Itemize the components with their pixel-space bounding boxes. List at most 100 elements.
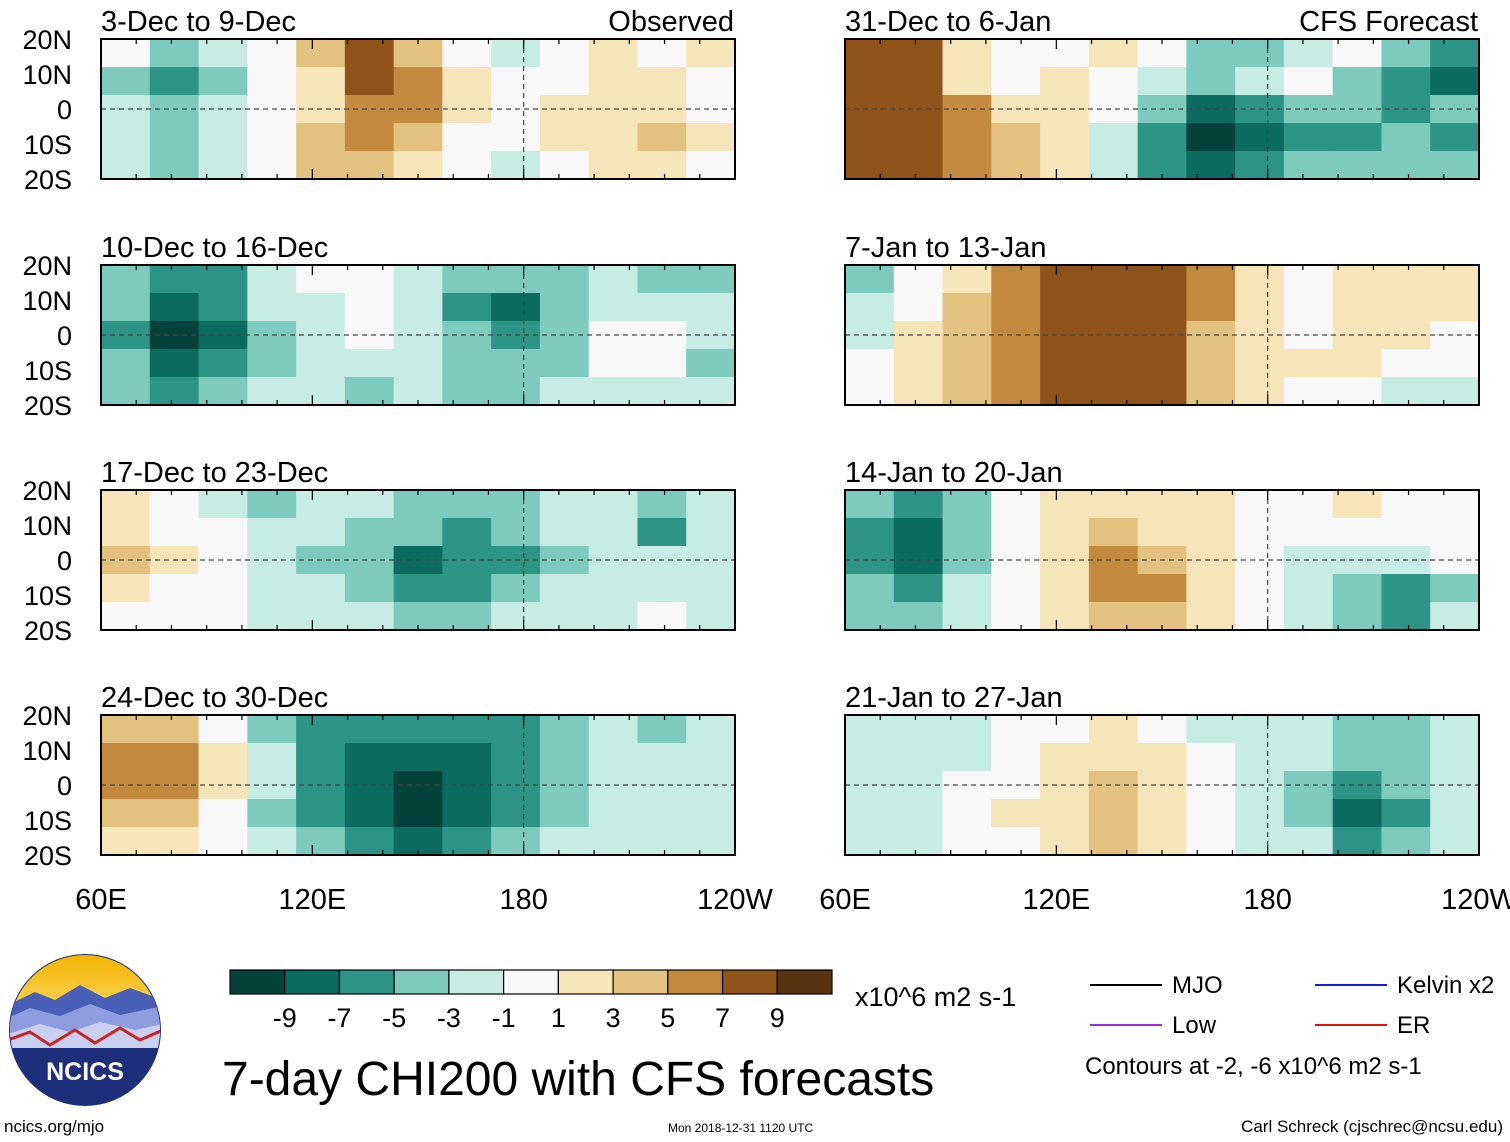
heatmap-cell <box>1088 151 1139 180</box>
heatmap-cell <box>942 151 992 180</box>
heatmap-cell <box>1186 265 1236 294</box>
heatmap-cell <box>1332 574 1383 603</box>
heatmap-cell <box>1186 39 1236 68</box>
heatmap-cell <box>393 799 443 828</box>
map-panel: 20N 10N 0 10S 20S 10-Dec to 16-Dec <box>22 232 736 421</box>
heatmap-cell <box>539 518 590 547</box>
heatmap-cell <box>539 743 590 772</box>
heatmap-cell <box>1381 490 1431 519</box>
heatmap-cell <box>1186 67 1236 96</box>
heatmap-cell <box>539 39 590 68</box>
heatmap-cell <box>1088 715 1139 744</box>
lat-tick-label: 0 <box>57 95 72 125</box>
heatmap-cell <box>442 574 492 603</box>
heatmap-cell <box>1430 518 1480 547</box>
heatmap-cell <box>1088 95 1139 124</box>
panel-title: 31-Dec to 6-Jan <box>845 6 1051 38</box>
lat-tick-label: 20S <box>24 841 72 871</box>
heatmap-cell <box>845 799 895 828</box>
heatmap-cell <box>1186 123 1236 152</box>
panel-title: 7-Jan to 13-Jan <box>845 232 1047 264</box>
heatmap-cell <box>344 715 395 744</box>
heatmap-cell <box>247 743 297 772</box>
heatmap-cell <box>1088 827 1139 856</box>
heatmap-cell <box>1235 602 1285 631</box>
heatmap-cell <box>637 827 687 856</box>
heatmap-cell <box>247 151 297 180</box>
heatmap-cell <box>1332 265 1383 294</box>
footer-url[interactable]: ncics.org/mjo <box>4 1117 104 1136</box>
forecast-label: CFS Forecast <box>1299 6 1478 38</box>
heatmap-cell <box>1186 490 1236 519</box>
colorbar-swatch <box>503 969 559 995</box>
heatmap-cell <box>1186 518 1236 547</box>
heatmap-cell <box>686 123 736 152</box>
heatmap-cell <box>1430 771 1480 800</box>
heatmap-cell <box>1283 293 1334 322</box>
heatmap-cell <box>1430 321 1480 350</box>
colorbar-swatch <box>448 969 505 995</box>
heatmap-cell <box>296 293 346 322</box>
map-panel: 31-Dec to 6-Jan CFS Forecast <box>844 6 1480 180</box>
heatmap-cell <box>101 67 151 96</box>
heatmap-cell <box>1186 602 1236 631</box>
map-panel: 21-Jan to 27-Jan 60E 120E 180 120W <box>819 682 1510 916</box>
heatmap-cell <box>893 799 944 828</box>
heatmap-cell <box>1040 602 1090 631</box>
heatmap-cell <box>198 67 248 96</box>
heatmap-cell <box>1430 574 1480 603</box>
heatmap-cell <box>845 827 895 856</box>
main-title: 7-day CHI200 with CFS forecasts <box>222 1053 934 1106</box>
heatmap-cell <box>1283 799 1334 828</box>
heatmap-cell <box>491 715 541 744</box>
heatmap-cell <box>491 602 541 631</box>
heatmap-cell <box>198 743 248 772</box>
heatmap-cell <box>893 518 944 547</box>
heatmap-cell <box>296 743 346 772</box>
heatmap-cell <box>893 151 944 180</box>
heatmap-cell <box>845 151 895 180</box>
heatmap-cell <box>198 293 248 322</box>
heatmap-cell <box>344 546 395 575</box>
heatmap-cell <box>539 151 590 180</box>
heatmap-cell <box>588 827 639 856</box>
heatmap-cell <box>442 39 492 68</box>
heatmap-cell <box>1283 602 1334 631</box>
colorbar-swatch <box>557 969 614 995</box>
heatmap-cell <box>637 67 687 96</box>
heatmap-cell <box>198 715 248 744</box>
heatmap-cell <box>491 377 541 406</box>
heatmap-cell <box>198 827 248 856</box>
heatmap-cell <box>1088 602 1139 631</box>
panel-title: 21-Jan to 27-Jan <box>845 682 1063 714</box>
heatmap-cell <box>491 574 541 603</box>
heatmap-cell <box>101 602 151 631</box>
legend-label: ER <box>1397 1012 1430 1039</box>
colorbar-swatch <box>393 969 450 995</box>
ncics-logo: NCICS <box>9 954 161 1106</box>
heatmap-cell <box>442 95 492 124</box>
heatmap-cell <box>442 123 492 152</box>
heatmap-cell <box>344 771 395 800</box>
heatmap-cell <box>686 321 736 350</box>
heatmap-cell <box>539 123 590 152</box>
heatmap-cell <box>1283 265 1334 294</box>
heatmap-cell <box>491 67 541 96</box>
colorbar-label: -9 <box>273 1003 297 1033</box>
heatmap-cell <box>393 123 443 152</box>
colorbar-swatch <box>229 969 286 995</box>
heatmap-cell <box>247 518 297 547</box>
heatmap-cell <box>686 151 736 180</box>
heatmap-cell <box>942 574 992 603</box>
heatmap-cell <box>686 349 736 378</box>
logo-text: NCICS <box>46 1058 124 1086</box>
legend-label: MJO <box>1172 972 1223 999</box>
heatmap-cell <box>198 574 248 603</box>
heatmap-cell <box>344 95 395 124</box>
heatmap-cell <box>1186 293 1236 322</box>
heatmap-cell <box>1186 827 1236 856</box>
heatmap-cell <box>101 293 151 322</box>
panel-title: 17-Dec to 23-Dec <box>101 457 328 489</box>
heatmap-cell <box>1430 349 1480 378</box>
heatmap-cell <box>491 151 541 180</box>
